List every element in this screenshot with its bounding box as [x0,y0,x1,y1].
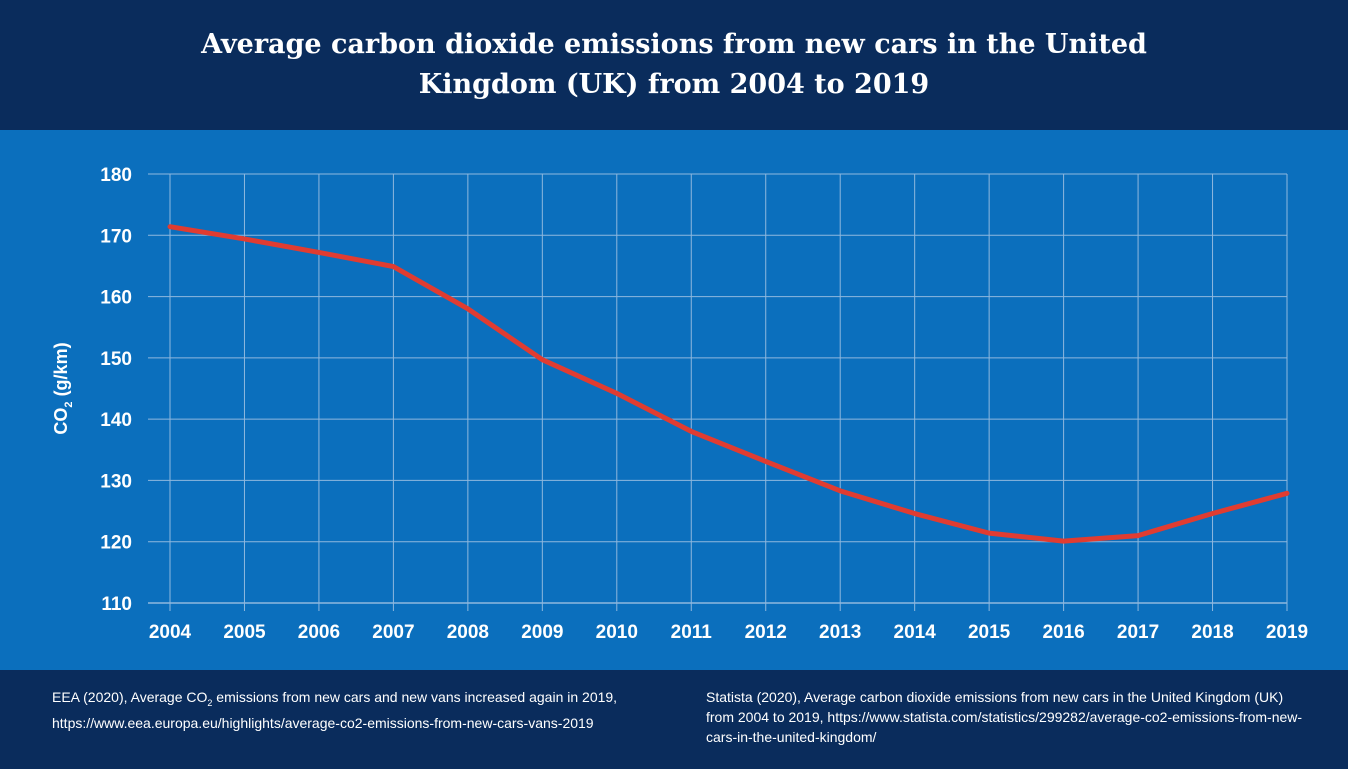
x-tick-label: 2010 [596,622,638,643]
x-tick-label: 2006 [298,622,340,643]
x-tick-label: 2013 [819,622,861,643]
x-tick-label: 2015 [968,622,1011,643]
chart-panel: 110 120 130 140 150 160 170 180 2004 2005 2006 2007… [0,130,1348,670]
x-tick-label: 2012 [745,622,787,643]
chart-title: Average carbon dioxide emissions from ne… [201,29,1147,100]
y-tick-label: 160 [100,288,132,309]
x-tick-label: 2018 [1191,622,1233,643]
source-eea-pre: EEA (2020), Average CO [52,689,208,705]
source-citation-statista: Statista (2020), Average carbon dioxide … [706,689,1303,745]
x-tick-label: 2005 [223,622,266,643]
x-tick-label: 2007 [372,622,414,643]
y-tick-label: 170 [100,226,132,247]
y-tick-label: 120 [100,533,132,554]
x-tick-label: 2008 [447,622,489,643]
x-tick-label: 2017 [1117,622,1159,643]
y-axis-title: CO2 (g/km) [51,342,75,434]
x-tick-label: 2016 [1042,622,1084,643]
footer: EEA (2020), Average CO2 emissions from n… [0,670,1348,769]
line-chart: 110 120 130 140 150 160 170 180 2004 2005 2006 2007… [51,165,1308,643]
y-tick-label: 140 [100,410,132,431]
x-tick-label: 2019 [1266,622,1308,643]
series-line [167,224,1290,544]
x-tick-label: 2009 [521,622,563,643]
x-tick-label: 2014 [894,622,937,643]
y-tick-label: 130 [100,471,132,492]
header: Average carbon dioxide emissions from ne… [0,0,1348,130]
source-eea-sub: 2 [207,697,213,708]
x-tick-label: 2004 [149,622,192,643]
source-citation-eea: EEA (2020), Average CO2 emissions from n… [52,687,662,733]
x-tick-label: 2011 [671,622,713,643]
y-tick-label: 150 [100,349,132,370]
y-tick-label: 180 [100,165,132,186]
source-eea-post: emissions from new cars and new vans inc… [52,689,618,731]
y-tick-label: 110 [101,594,132,615]
